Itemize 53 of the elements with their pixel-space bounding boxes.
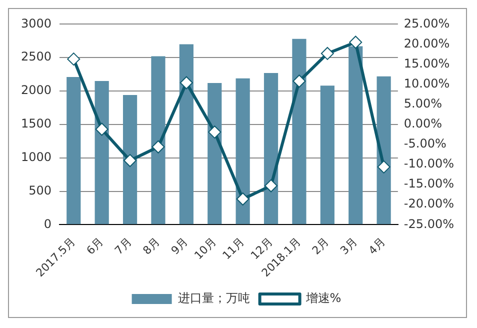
x-tick-label: 8月: [140, 235, 162, 258]
point: [377, 160, 390, 174]
point: [349, 36, 362, 49]
bar: [348, 46, 363, 224]
legend-label: 增速%: [304, 291, 342, 306]
y2-tick-label: -20.00%: [404, 196, 454, 211]
bar: [292, 38, 306, 224]
bar: [376, 76, 391, 224]
x-tick-label: 6月: [84, 235, 106, 258]
x-tick-label: 9月: [168, 235, 191, 258]
point: [208, 126, 222, 139]
y2-tick-label: 5.00%: [404, 96, 442, 111]
y2-tick-label: 0.00%: [404, 116, 442, 131]
point: [236, 192, 250, 206]
y2-tick-label: 25.00%: [404, 16, 450, 30]
x-tick-label: 2月: [310, 235, 332, 258]
point: [124, 154, 137, 168]
point: [180, 76, 193, 90]
x-tick-label: 7月: [112, 235, 134, 258]
x-tick-label: 4月: [366, 235, 388, 258]
y2-tick-label: -10.00%: [404, 156, 454, 171]
y-tick-label: 1000: [20, 150, 52, 164]
point: [95, 122, 108, 136]
bar: [151, 56, 166, 224]
y-tick-label: 3000: [20, 16, 52, 30]
point: [152, 140, 165, 154]
bar: [122, 95, 138, 224]
y2-tick-label: 10.00%: [404, 76, 450, 90]
bar: [320, 86, 334, 224]
y2-tick-label: 20.00%: [404, 36, 450, 50]
y2-tick-label: 15.00%: [404, 56, 450, 70]
x-tick-label: 3月: [338, 235, 360, 258]
point: [292, 74, 306, 88]
y2-tick-label: -5.00%: [404, 136, 446, 151]
bar: [208, 83, 222, 224]
bar: [94, 81, 109, 224]
y2-tick-label: -25.00%: [404, 216, 454, 231]
y-tick-label: 1500: [20, 116, 52, 131]
y-tick-label: 500: [28, 183, 52, 198]
y-tick-label: 0: [44, 216, 52, 231]
legend-label: 进口量；万吨: [178, 291, 250, 306]
x-tick-label: 11月: [220, 235, 247, 262]
point: [320, 46, 334, 60]
bar: [236, 78, 250, 224]
bar: [264, 72, 278, 224]
point: [264, 179, 278, 192]
point: [67, 52, 80, 66]
bar: [66, 76, 81, 224]
y-tick-label: 2500: [20, 50, 52, 64]
bar: [179, 44, 194, 224]
x-tick-label: 10月: [192, 235, 219, 262]
y2-tick-label: -15.00%: [404, 176, 454, 191]
y-tick-label: 2000: [20, 83, 52, 98]
